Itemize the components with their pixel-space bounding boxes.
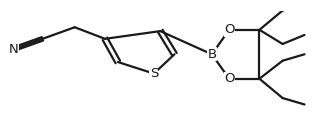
Text: N: N xyxy=(9,43,19,56)
Text: B: B xyxy=(207,48,216,61)
Text: S: S xyxy=(150,67,158,80)
Text: O: O xyxy=(224,23,235,36)
Text: O: O xyxy=(224,72,235,85)
